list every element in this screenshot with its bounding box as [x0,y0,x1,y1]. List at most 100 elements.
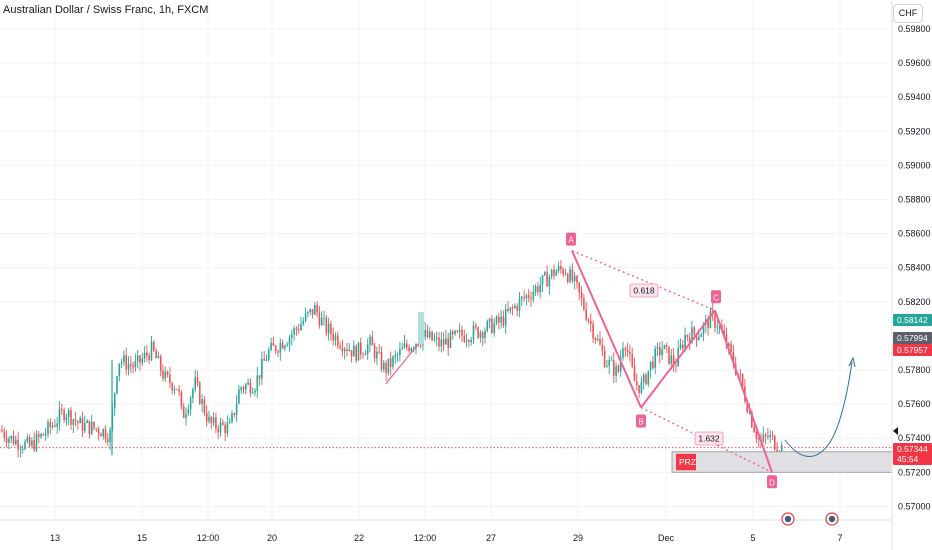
candle-body [49,421,52,428]
candle-body [235,403,238,415]
candle-body [281,342,284,349]
candle-body [130,363,132,366]
candle-body [12,435,15,445]
candle-body [208,416,210,422]
candle-body [54,425,56,427]
candle-body [376,351,378,359]
candle-body [277,351,279,353]
candle-body [26,437,29,442]
candle-body [521,296,523,299]
candle-body [201,399,203,404]
price-label-text: 0.57994 [897,333,928,343]
candle-body [203,399,206,414]
candle-body [479,332,482,338]
candle-body [659,346,661,356]
candle-body [702,324,705,335]
candle-body [401,347,403,350]
candle-body [380,352,383,370]
candle-body [102,429,104,437]
candle-body [440,339,443,347]
candle-body [118,363,121,377]
candle-body [385,362,387,374]
candle-body [767,435,769,438]
candle-body [541,275,544,286]
candle-body [410,348,413,352]
candle-body [314,304,316,315]
candle-body [238,389,240,404]
candle-body [723,330,725,335]
candle-body [622,348,624,358]
candle-body [166,371,169,375]
x-tick-label: 22 [354,533,364,543]
candle-body [77,421,79,424]
candle-body [615,365,617,376]
candle-body [196,377,199,383]
candle-body [134,361,137,368]
candle-body [426,330,429,338]
candle-body [337,335,339,346]
point-badge-b [636,414,646,428]
candle-body [500,316,502,323]
x-tick-label: 13 [50,533,60,543]
candle-body [728,343,730,347]
candle-body [560,265,562,270]
candle-body [173,388,176,391]
candle-body [465,340,468,342]
candle-body [109,429,111,443]
candle-body [629,351,631,355]
candle-body [590,321,592,325]
currency-selector[interactable]: CHF [893,4,923,23]
price-label-box [893,344,932,356]
candle-body [5,437,8,443]
y-tick-label: 0.58400 [898,263,931,273]
candle-body [445,338,447,345]
price-label-box [893,332,932,344]
y-tick-label: 0.59600 [898,58,931,68]
candle-body [771,434,774,436]
candle-body [357,342,360,361]
candle-body [245,384,247,390]
candle-body [555,271,558,276]
candle-body [21,448,24,450]
candle-body [550,269,553,277]
candle-body [185,413,187,418]
candle-body [182,406,185,418]
candle-body [116,376,118,394]
candle-body [74,419,77,422]
candle-body [231,413,233,422]
candle-body [757,438,760,440]
candle-body [86,420,88,424]
candle-body [412,348,415,350]
candle-body [194,377,196,390]
candle-body [534,286,537,293]
candle-body [304,313,307,321]
candle-body [270,342,272,351]
x-tick-label: 15 [137,533,147,543]
candle-body [47,421,49,434]
candle-body [307,311,309,314]
candle-body [730,343,732,352]
y-tick-label: 0.57200 [898,467,931,477]
candle-body [481,332,484,339]
candle-body [153,341,155,351]
candle-body [353,345,355,357]
candle-body [484,331,486,339]
candle-body [663,344,666,350]
candle-body [619,357,622,372]
candle-body [97,428,100,434]
point-label-b: B [638,417,643,426]
candle-body [79,417,81,424]
candle-body [438,337,440,347]
leg-bc [640,309,716,409]
candle-body [675,365,677,367]
candle-body [502,316,505,326]
candle-body [594,338,597,340]
candle-body [159,355,162,371]
candle-body [323,317,325,319]
candle-body [493,323,495,334]
candle-body [369,336,371,345]
candle-body [132,365,134,368]
candle-body [599,338,601,345]
candle-body [638,385,640,393]
